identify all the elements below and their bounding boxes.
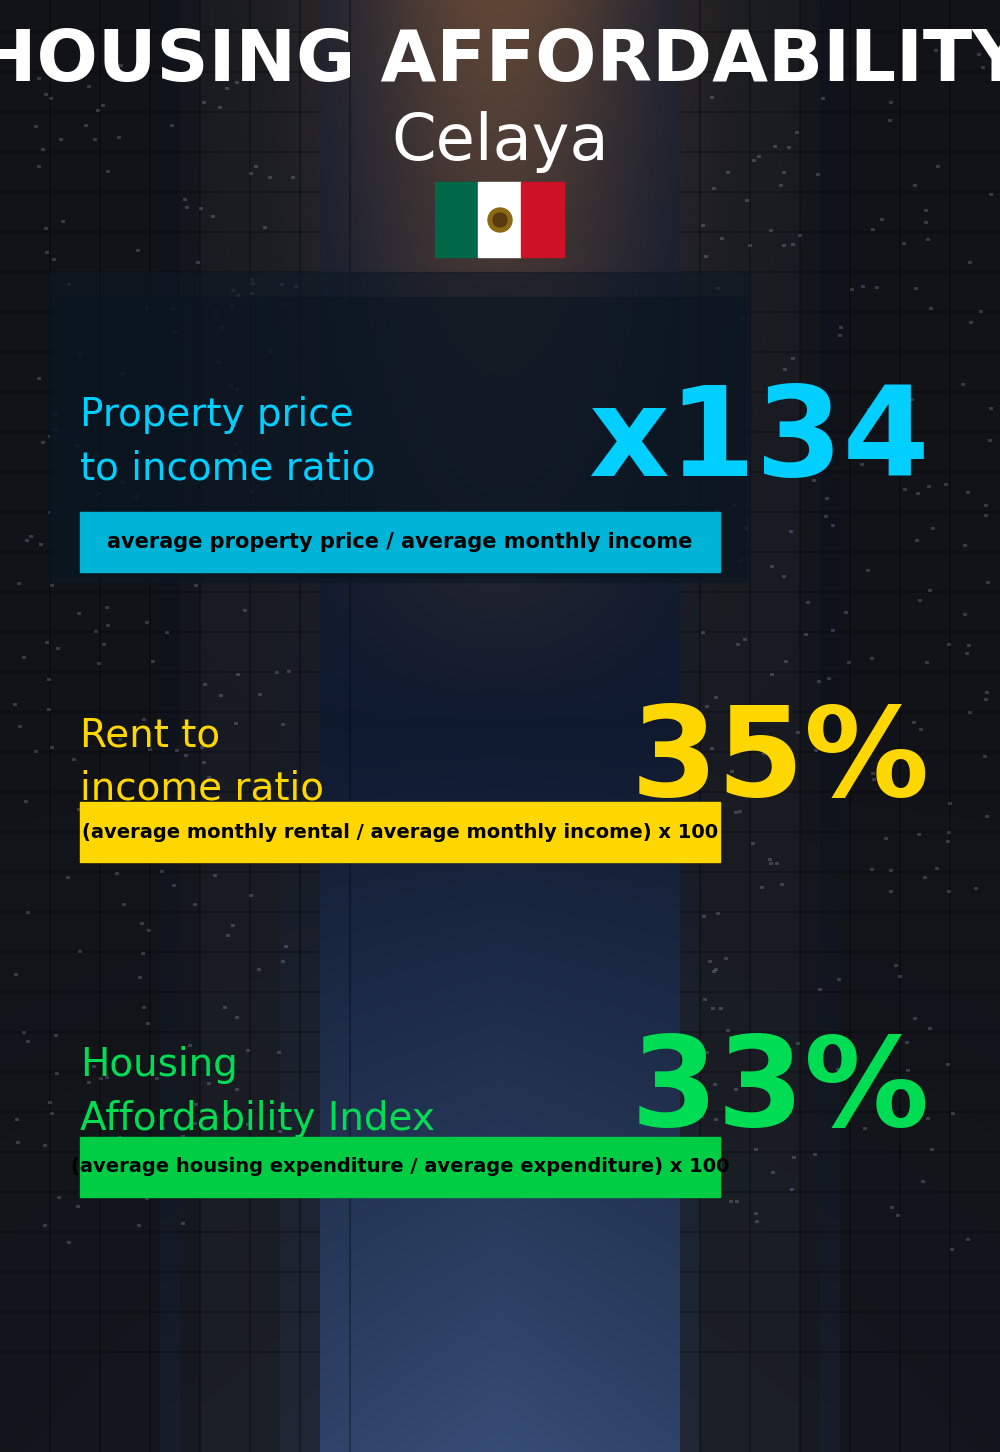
Text: average property price / average monthly income: average property price / average monthly…: [107, 531, 693, 552]
Bar: [50, 298, 745, 576]
Text: 33%: 33%: [631, 1031, 930, 1153]
Circle shape: [493, 213, 507, 227]
Text: x134: x134: [588, 382, 930, 502]
Bar: [80, 513, 720, 572]
Bar: [435, 182, 478, 257]
Bar: [80, 1137, 720, 1196]
Text: Housing
Affordability Index: Housing Affordability Index: [80, 1047, 435, 1137]
Text: Rent to
income ratio: Rent to income ratio: [80, 716, 324, 807]
Text: 35%: 35%: [631, 701, 930, 822]
Bar: [80, 802, 720, 862]
Bar: [50, 272, 750, 582]
Text: (average monthly rental / average monthly income) x 100: (average monthly rental / average monthl…: [82, 822, 718, 842]
Circle shape: [488, 208, 512, 232]
Bar: [521, 182, 564, 257]
Bar: [478, 182, 521, 257]
Text: Celaya: Celaya: [391, 110, 609, 173]
Text: (average housing expenditure / average expenditure) x 100: (average housing expenditure / average e…: [71, 1157, 729, 1176]
Text: HOUSING AFFORDABILITY: HOUSING AFFORDABILITY: [0, 28, 1000, 96]
Text: Property price
to income ratio: Property price to income ratio: [80, 396, 375, 488]
